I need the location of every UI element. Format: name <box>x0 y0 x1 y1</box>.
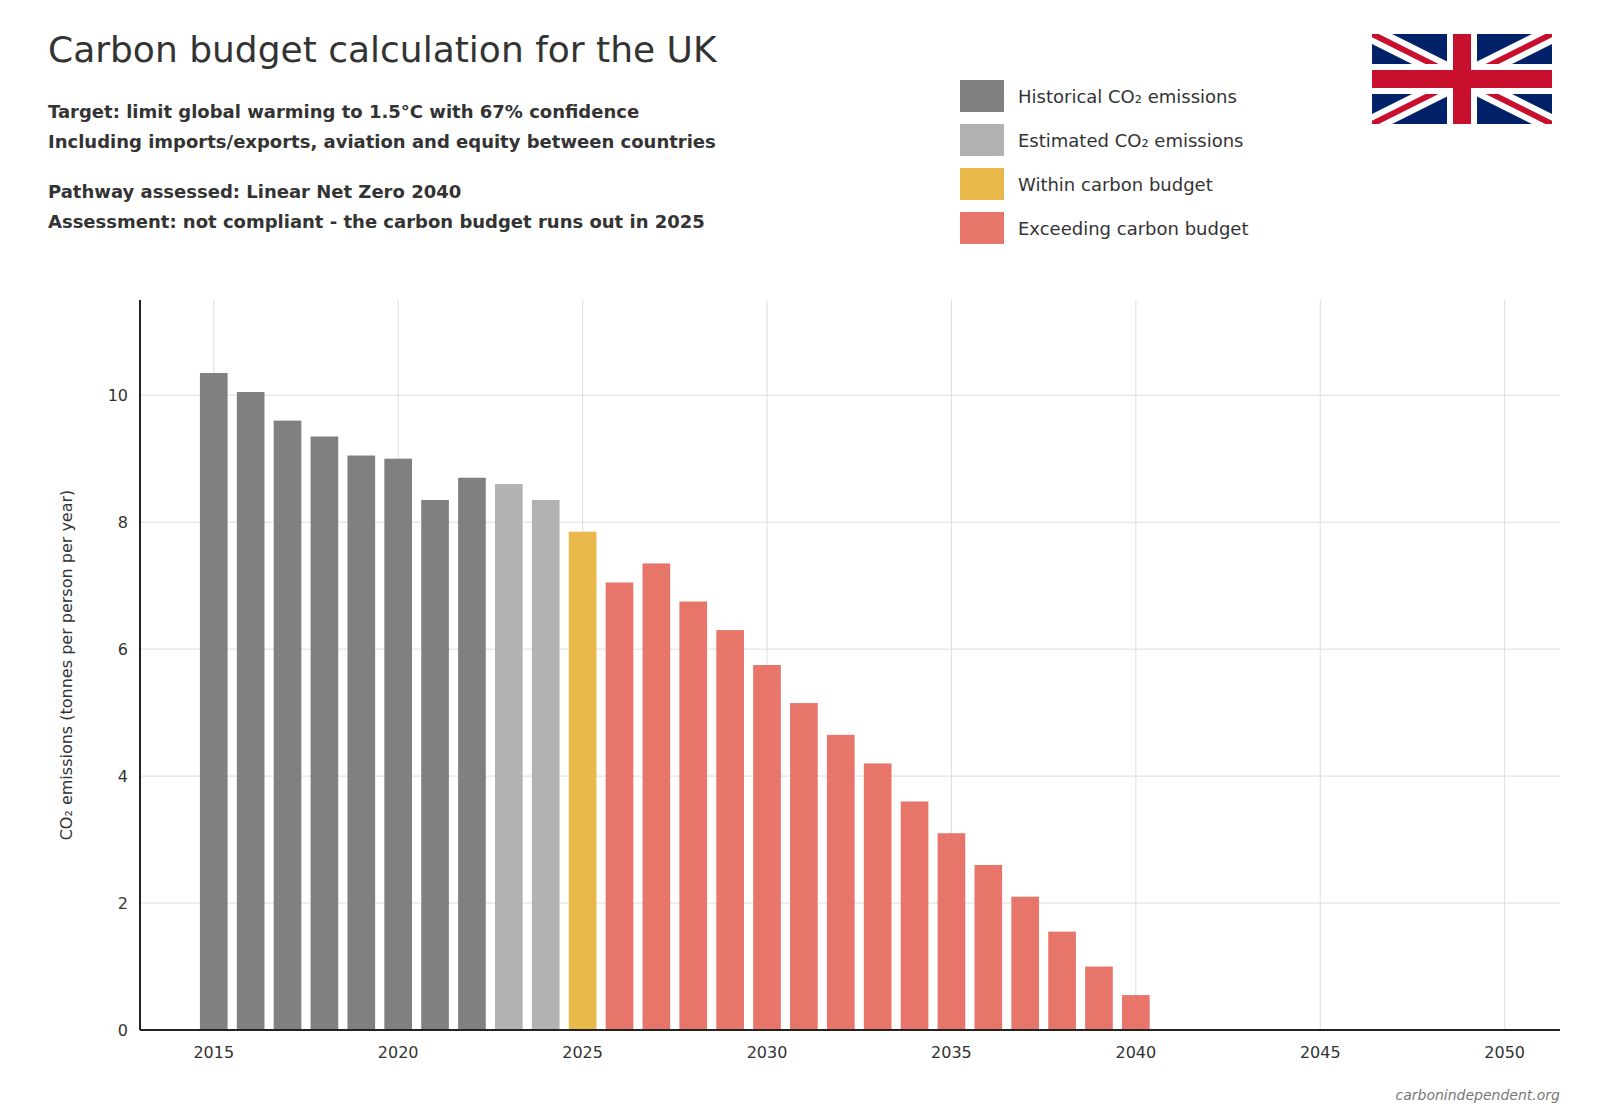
legend-label: Exceeding carbon budget <box>1018 218 1248 239</box>
chart: Carbon budget calculation for the UK Targ… <box>0 0 1600 1120</box>
subtitle: Target: limit global warming to 1.5°C wi… <box>48 101 639 122</box>
bar <box>753 665 781 1030</box>
bar <box>716 630 744 1030</box>
annotation: Assessment: not compliant - the carbon b… <box>48 211 705 232</box>
watermark: carbonindependent.org <box>1395 1087 1560 1103</box>
flag <box>1372 34 1552 124</box>
bars <box>200 373 1150 1030</box>
bar <box>532 500 560 1030</box>
bar <box>421 500 449 1030</box>
legend-label: Within carbon budget <box>1018 174 1213 195</box>
bar <box>311 436 339 1030</box>
subtitle: Including imports/exports, aviation and … <box>48 131 716 152</box>
bar <box>200 373 228 1030</box>
legend-label: Historical CO₂ emissions <box>1018 86 1237 107</box>
bar <box>938 833 966 1030</box>
flag-field <box>1372 34 1552 124</box>
bar <box>790 703 818 1030</box>
bar <box>679 602 707 1030</box>
bar <box>347 456 375 1030</box>
x-axis-line <box>140 1029 1560 1031</box>
grid-line <box>140 1030 1560 1031</box>
bar <box>643 563 671 1030</box>
y-tick-label: 2 <box>118 894 128 913</box>
bar <box>1122 995 1150 1030</box>
y-tick-label: 8 <box>118 513 128 532</box>
x-tick-label: 2030 <box>747 1043 788 1062</box>
y-axis-line <box>139 300 141 1030</box>
flag-cross-red <box>1372 34 1552 124</box>
grid-line <box>1504 300 1505 1030</box>
bar <box>237 392 265 1030</box>
x-tick-label: 2025 <box>562 1043 603 1062</box>
bar <box>974 865 1002 1030</box>
grid-line <box>1320 300 1321 1030</box>
x-tick-label: 2035 <box>931 1043 972 1062</box>
bar <box>569 532 597 1030</box>
annotation: Pathway assessed: Linear Net Zero 2040 <box>48 181 461 202</box>
flag-saltire-red <box>1372 34 1552 124</box>
bar <box>606 582 634 1030</box>
legend-swatch <box>960 80 1004 112</box>
y-tick-label: 6 <box>118 640 128 659</box>
bar <box>458 478 486 1030</box>
x-tick-label: 2045 <box>1300 1043 1341 1062</box>
bar <box>901 801 929 1030</box>
grid-line <box>1135 300 1136 1030</box>
x-tick-label: 2050 <box>1484 1043 1525 1062</box>
legend-swatch <box>960 212 1004 244</box>
legend-label: Estimated CO₂ emissions <box>1018 130 1244 151</box>
bar <box>1048 932 1076 1030</box>
bar <box>864 763 892 1030</box>
grid-line <box>140 395 1560 396</box>
legend-swatch <box>960 168 1004 200</box>
bar <box>1085 967 1113 1030</box>
y-axis-label: CO₂ emissions (tonnes per person per yea… <box>57 490 76 841</box>
bar <box>384 459 412 1030</box>
legend-swatch <box>960 124 1004 156</box>
flag-cross <box>1372 34 1552 124</box>
bar <box>495 484 523 1030</box>
flag-body <box>1372 34 1552 124</box>
x-tick-label: 2040 <box>1115 1043 1156 1062</box>
y-tick-label: 10 <box>108 386 128 405</box>
y-tick-label: 0 <box>118 1021 128 1040</box>
title: Carbon budget calculation for the UK <box>48 29 718 70</box>
bar <box>274 421 302 1030</box>
flag-saltire <box>1372 34 1552 124</box>
x-tick-label: 2020 <box>378 1043 419 1062</box>
bar <box>827 735 855 1030</box>
bar <box>1011 897 1039 1030</box>
y-tick-label: 4 <box>118 767 128 786</box>
x-tick-label: 2015 <box>193 1043 234 1062</box>
